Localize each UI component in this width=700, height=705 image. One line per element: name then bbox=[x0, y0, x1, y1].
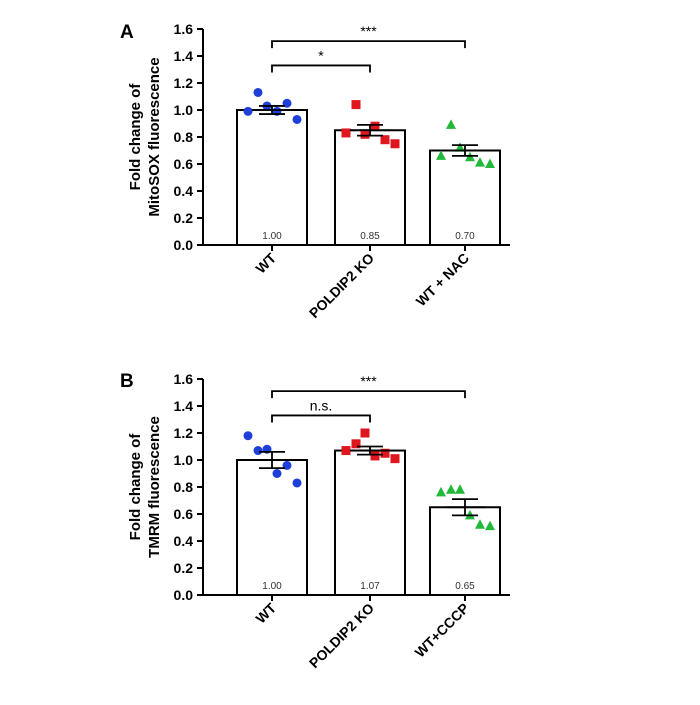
significance-bracket bbox=[271, 64, 371, 73]
y-axis-label-line: TMRM fluorescence bbox=[146, 416, 163, 558]
bar-value-label: 1.00 bbox=[262, 581, 282, 592]
bar bbox=[236, 109, 308, 246]
data-point bbox=[390, 454, 400, 464]
y-tick-label: 1.2 bbox=[174, 75, 194, 91]
bar bbox=[334, 449, 406, 596]
data-point bbox=[475, 519, 485, 529]
data-point bbox=[446, 119, 456, 129]
data-point bbox=[253, 446, 263, 456]
data-point bbox=[292, 114, 302, 124]
y-axis-label-line: Fold change of bbox=[127, 83, 144, 191]
y-tick-label: 0.0 bbox=[174, 237, 194, 253]
data-point bbox=[292, 478, 302, 488]
y-tick-label: 0.6 bbox=[174, 156, 194, 172]
y-tick-label: 1.6 bbox=[174, 371, 194, 387]
data-point bbox=[370, 451, 380, 461]
data-point bbox=[243, 431, 253, 441]
data-point bbox=[446, 484, 456, 494]
y-tick-label: 0.6 bbox=[174, 506, 194, 522]
data-point bbox=[485, 158, 495, 168]
significance-label: *** bbox=[360, 23, 377, 39]
data-point bbox=[351, 100, 361, 110]
data-point bbox=[341, 128, 351, 138]
x-tick-label: POLDIP2 KO bbox=[306, 250, 377, 321]
y-tick-label: 0.4 bbox=[174, 183, 194, 199]
data-point bbox=[351, 439, 361, 449]
bar bbox=[429, 506, 501, 596]
bar-value-label: 0.70 bbox=[455, 231, 475, 242]
y-tick-label: 1.2 bbox=[174, 425, 194, 441]
data-point bbox=[370, 121, 380, 131]
data-point bbox=[485, 520, 495, 531]
x-tick-label: WT + NAC bbox=[413, 250, 472, 309]
data-point bbox=[243, 106, 253, 116]
y-axis-label: Fold change of MitoSOX fluorescence bbox=[127, 57, 163, 216]
data-point bbox=[253, 87, 263, 97]
y-axis-label-line: Fold change of bbox=[127, 433, 144, 541]
chart-panel-b: B Fold change of TMRM fluorescence 0.0 0.2 0.… bbox=[120, 371, 510, 671]
data-point bbox=[436, 486, 446, 497]
data-point bbox=[341, 446, 351, 456]
x-tick-label: POLDIP2 KO bbox=[306, 600, 377, 671]
data-point bbox=[455, 484, 465, 494]
data-point bbox=[455, 142, 465, 152]
y-tick-label: 0.2 bbox=[174, 210, 194, 226]
bar-value-label: 0.65 bbox=[455, 581, 475, 592]
bar-value-label: 0.85 bbox=[360, 231, 380, 242]
y-tick-label: 0.8 bbox=[174, 479, 194, 495]
y-tick-label: 1.0 bbox=[174, 102, 194, 118]
y-tick-label: 1.6 bbox=[174, 21, 194, 37]
data-point bbox=[360, 129, 370, 139]
bar-value-label: 1.00 bbox=[262, 231, 282, 242]
chart-panel-a: A Fold change of MitoSOX fluorescence 0.0 0.… bbox=[120, 21, 510, 321]
significance-label: *** bbox=[360, 373, 377, 389]
y-axis-label: Fold change of TMRM fluorescence bbox=[127, 416, 163, 558]
data-point bbox=[380, 448, 390, 458]
y-tick-label: 1.4 bbox=[174, 398, 194, 414]
bar bbox=[334, 129, 406, 246]
data-point bbox=[272, 469, 282, 478]
x-tick-label: WT bbox=[252, 249, 279, 276]
bar-value-label: 1.07 bbox=[360, 581, 380, 592]
significance-label: * bbox=[318, 47, 324, 63]
y-tick-label: 0.0 bbox=[174, 587, 194, 603]
data-point bbox=[360, 428, 370, 438]
y-tick-label: 0.2 bbox=[174, 560, 194, 576]
significance-bracket bbox=[271, 390, 466, 399]
panel-letter: B bbox=[120, 371, 134, 392]
panel-letter: A bbox=[120, 22, 134, 43]
data-point bbox=[390, 139, 400, 149]
y-tick-label: 0.4 bbox=[174, 533, 194, 549]
y-tick-label: 0.8 bbox=[174, 129, 194, 145]
significance-label: n.s. bbox=[310, 397, 333, 413]
data-point bbox=[475, 157, 485, 167]
x-tick-label: WT bbox=[252, 599, 279, 626]
data-point bbox=[380, 135, 390, 145]
x-tick-label: WT+CCCP bbox=[412, 600, 473, 661]
y-tick-label: 1.4 bbox=[174, 48, 194, 64]
y-tick-label: 1.0 bbox=[174, 452, 194, 468]
significance-bracket bbox=[271, 40, 466, 49]
significance-bracket bbox=[271, 414, 371, 423]
data-point bbox=[436, 150, 446, 160]
y-axis-label-line: MitoSOX fluorescence bbox=[146, 57, 163, 216]
